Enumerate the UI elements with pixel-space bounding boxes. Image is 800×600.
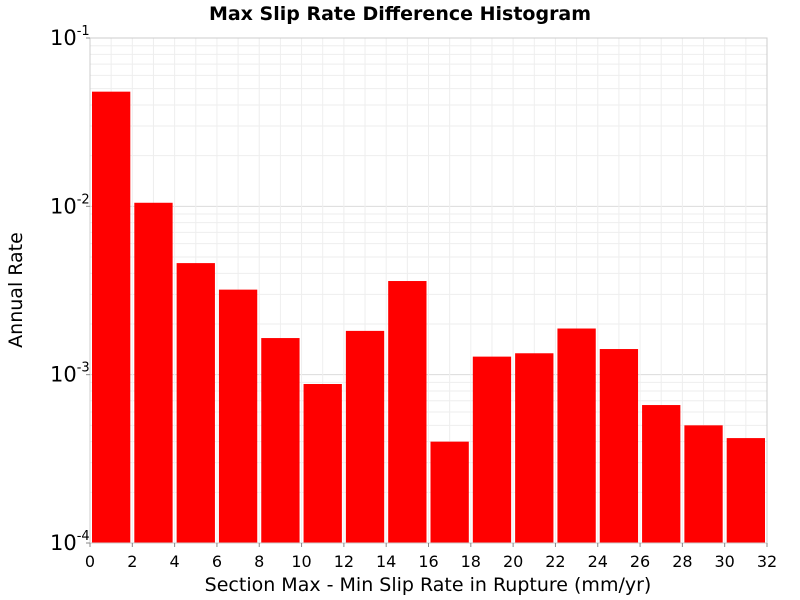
y-tick-label: 10-3 xyxy=(50,361,90,387)
histogram-bar xyxy=(176,263,215,543)
y-axis-label: Annual Rate xyxy=(5,232,27,348)
x-tick-label: 30 xyxy=(715,552,735,571)
histogram-bar xyxy=(642,405,681,543)
histogram-bar xyxy=(261,338,300,543)
histogram-bar xyxy=(303,384,342,543)
histogram-bar xyxy=(134,202,173,543)
histogram-bar xyxy=(472,356,512,543)
y-tick-label: 10-2 xyxy=(50,192,90,218)
x-axis-ticks: 0 2 4 6 8 10 12 14 16 18 20 22 24 26 28 30 32 xyxy=(85,543,777,571)
histogram-bar xyxy=(599,349,639,543)
x-tick-label: 18 xyxy=(461,552,481,571)
y-axis-ticks: 10-4 10-3 10-2 10-1 xyxy=(50,24,90,555)
x-tick-label: 10 xyxy=(291,552,311,571)
x-tick-label: 28 xyxy=(672,552,692,571)
x-tick-label: 16 xyxy=(418,552,438,571)
x-tick-label: 2 xyxy=(127,552,137,571)
y-tick-label: 10-1 xyxy=(50,24,90,50)
histogram-bar xyxy=(726,438,765,543)
x-tick-label: 0 xyxy=(85,552,95,571)
y-tick-label: 10-4 xyxy=(50,529,90,555)
histogram-bar xyxy=(684,425,723,543)
x-tick-label: 12 xyxy=(334,552,354,571)
x-tick-label: 24 xyxy=(588,552,608,571)
histogram-bar xyxy=(345,330,385,543)
x-tick-label: 4 xyxy=(170,552,180,571)
histogram-bar xyxy=(92,91,131,544)
x-tick-label: 8 xyxy=(254,552,264,571)
histogram-bar xyxy=(515,353,554,543)
x-tick-label: 20 xyxy=(503,552,523,571)
histogram-bar xyxy=(218,289,258,543)
x-tick-label: 26 xyxy=(630,552,650,571)
histogram-bar xyxy=(430,441,469,543)
histogram-bar xyxy=(557,328,596,543)
x-axis-label: Section Max - Min Slip Rate in Rupture (… xyxy=(205,574,652,596)
x-tick-label: 6 xyxy=(212,552,222,571)
x-tick-label: 22 xyxy=(545,552,565,571)
histogram-bar xyxy=(388,281,427,543)
bars xyxy=(92,91,765,544)
x-tick-label: 32 xyxy=(757,552,777,571)
x-tick-label: 14 xyxy=(376,552,396,571)
chart-title: Max Slip Rate Difference Histogram xyxy=(209,3,591,25)
